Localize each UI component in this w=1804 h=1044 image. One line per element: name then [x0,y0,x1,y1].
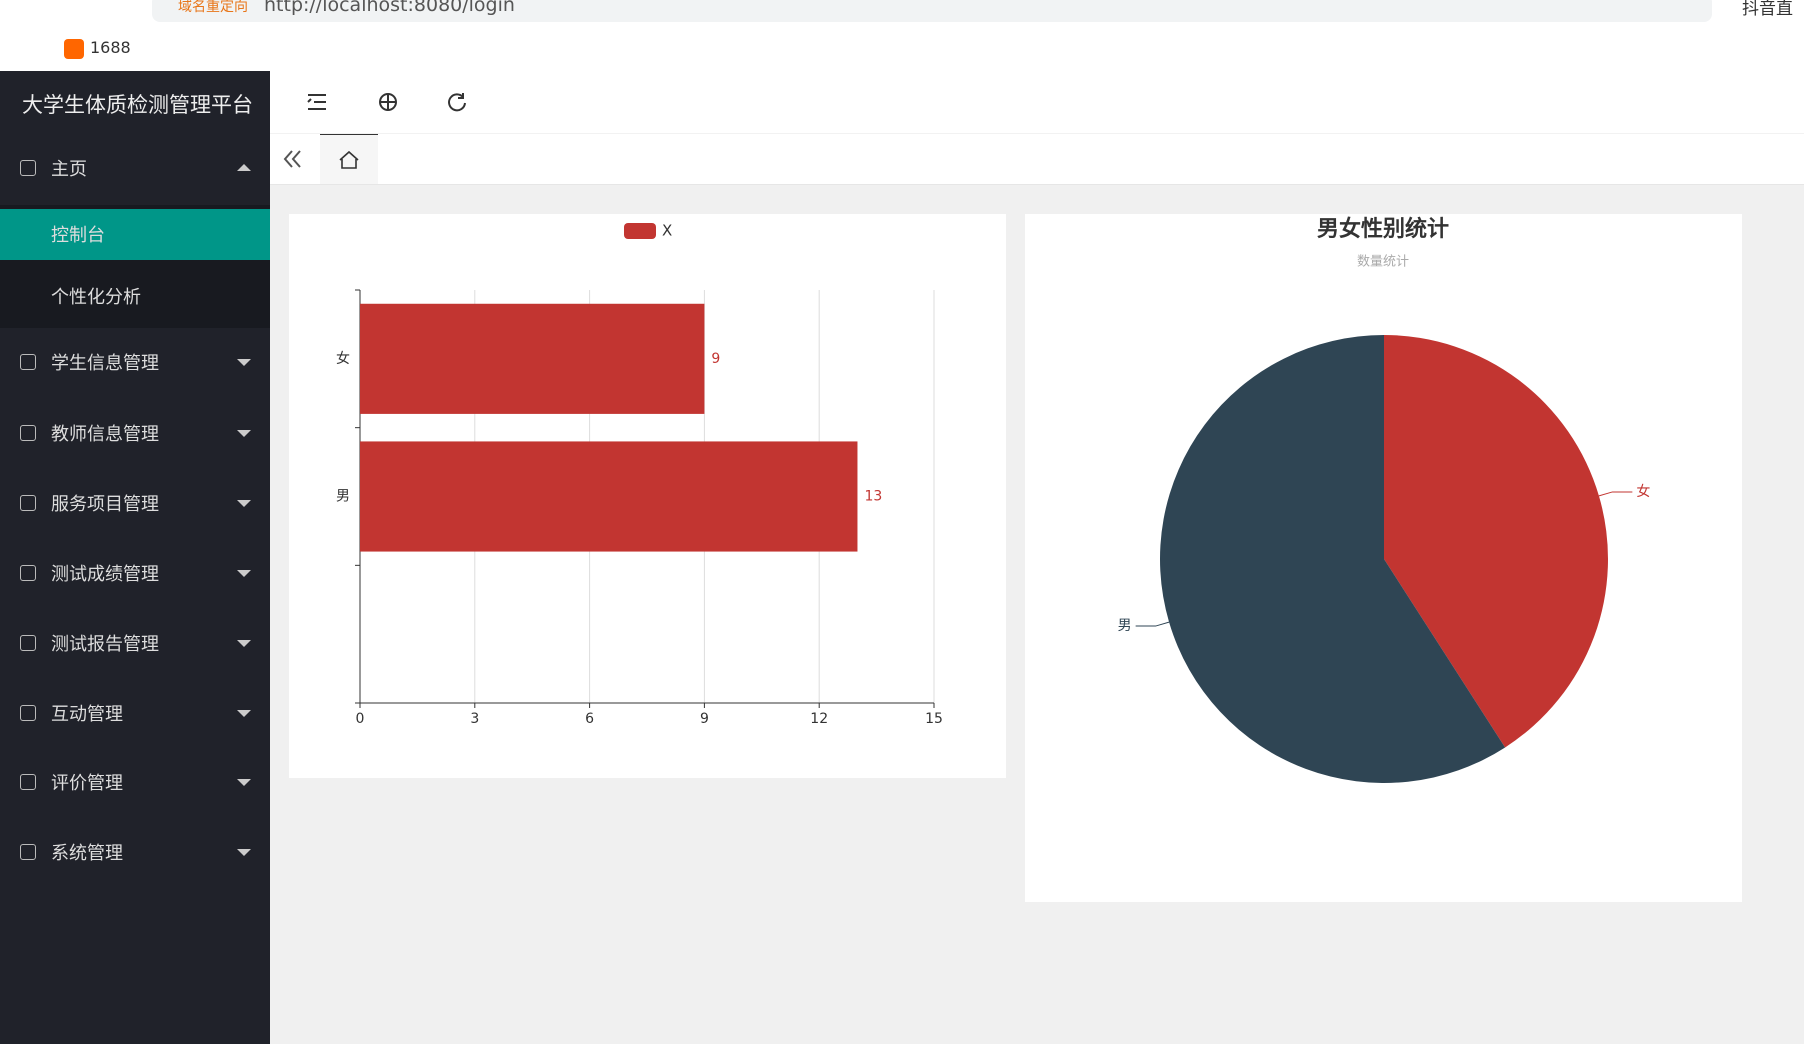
menu-icon [20,705,36,721]
address-bar[interactable] [152,0,1712,22]
menu-item-label: 互动管理 [51,704,123,725]
bar-chart: 0 3 6 9 12 15 女 9 男 13 X [336,222,943,728]
bar-card: 0 3 6 9 12 15 女 9 男 13 X [289,214,1006,778]
menu-item-label: 服务项目管理 [51,494,159,515]
menu-icon [20,160,36,176]
y-tick-label: 女 [336,350,350,367]
caret [237,640,251,647]
x-tick-label: 15 [925,711,943,727]
caret [237,359,251,366]
pie-slice [1160,335,1506,783]
refresh-icon[interactable] [448,93,466,112]
search-label[interactable]: 抖音直 [1742,0,1793,19]
caret [237,779,251,786]
caret [237,164,251,171]
active-item[interactable] [0,209,270,260]
menu-icon [20,774,36,790]
submenu-item-label: 控制台 [51,225,105,246]
caret [237,430,251,437]
legend-label: X [662,222,672,240]
menu-item-label: 测试成绩管理 [51,564,159,585]
menu-item-label: 学生信息管理 [51,353,159,374]
bookmark[interactable]: 1688 [90,38,131,57]
tab-bar [270,133,1804,185]
menu-item-label: 教师信息管理 [51,424,159,445]
menu-icon [20,844,36,860]
menu-item-label: 测试报告管理 [51,634,159,655]
caret [237,500,251,507]
menu-icon [20,354,36,370]
caret [237,570,251,577]
pie-card: 男女性别统计数量统计女男 [1025,214,1742,902]
x-tick-label: 12 [810,711,828,727]
sidebar-title: 大学生体质检测管理平台 [22,93,253,117]
sidebar: 大学生体质检测管理平台 主页控制台个性化分析学生信息管理 教师信息管理 服务项目管理… [0,71,270,1044]
slice-label: 女 [1636,483,1650,500]
tab-icons [283,133,378,184]
header [270,71,1804,134]
slice-label: 男 [1118,618,1132,634]
url[interactable]: http://localhost:8080/login [264,0,515,16]
home-tab[interactable] [320,134,378,184]
data-label: 9 [711,351,720,367]
legend-swatch [624,223,656,239]
chart-title: 男女性别统计 [1317,216,1449,242]
menu-icon [20,425,36,441]
menu-item-label: 评价管理 [51,773,123,794]
x-tick-label: 6 [585,711,594,727]
menu-icon [20,635,36,651]
menu-item-label: 系统管理 [51,843,123,864]
y-tick-label: 男 [336,489,350,505]
pie-slice [1384,335,1609,748]
x-tick-label: 9 [700,711,709,727]
menu-icon [20,565,36,581]
menu-item-label: 主页 [51,159,87,180]
chart-subtitle: 数量统计 [1357,255,1409,270]
browser-bar: 域名重定向 http://localhost:8080/login 抖音直 [0,0,1804,26]
caret [237,849,251,856]
menu-icon [20,495,36,511]
label-line [1135,621,1170,627]
header-icons [307,93,466,112]
caret [237,710,251,717]
bookmark-icon [64,39,84,59]
bookmark-bar: 1688 [0,25,1804,71]
bar [360,303,705,414]
back-icon[interactable] [283,150,301,168]
label-line [1598,491,1633,497]
menu-icon[interactable] [307,94,326,110]
bar [360,441,858,552]
submenu-item-label: 个性化分析 [51,287,141,308]
x-tick-label: 0 [356,711,365,727]
redirect-label: 域名重定向 [178,0,248,15]
x-tick-label: 3 [470,711,479,727]
data-label: 13 [864,489,882,505]
